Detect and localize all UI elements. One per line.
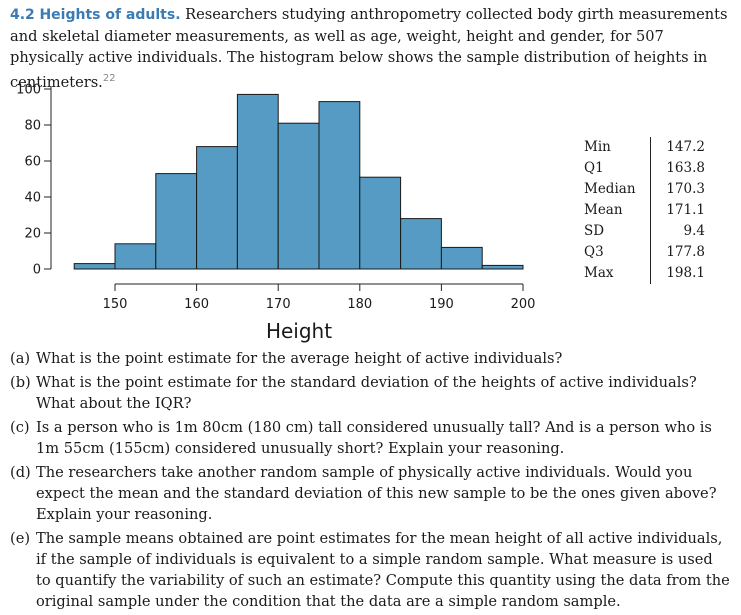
stats-row: Mean 171.1 — [578, 200, 705, 221]
x-tick-label: 200 — [511, 297, 536, 312]
part-label: (e) — [10, 530, 31, 547]
histogram-bar — [481, 264, 524, 270]
x-axis-ticks: 150 160 170 180 190 200 — [103, 284, 536, 312]
exercise-part: (d) The researchers take another random s… — [10, 462, 732, 525]
x-tick-label: 170 — [266, 297, 291, 312]
histogram-bar — [73, 263, 116, 270]
exercise-intro-text: Researchers studying anthropometry colle… — [10, 6, 728, 91]
footnote-marker: 22 — [102, 73, 116, 84]
exercise-number: 4.2 — [10, 7, 35, 23]
stat-value: 163.8 — [666, 160, 705, 176]
histogram-bar — [440, 246, 483, 270]
part-text: Is a person who is 1m 80cm (180 cm) tall… — [36, 419, 712, 457]
summary-stats-table: Min 147.2 Q1 163.8 Median 170.3 Mean 171.1 SD 9.4… — [578, 137, 705, 284]
y-axis-ticks: 0 20 40 60 80 100 — [16, 83, 51, 278]
x-axis-label: Height — [266, 319, 332, 343]
x-tick-label: 160 — [184, 297, 209, 312]
y-tick-label: 0 — [33, 263, 41, 278]
part-label: (c) — [10, 419, 30, 436]
stat-value: 198.1 — [666, 265, 705, 281]
exercise-parts: (a) What is the point estimate for the av… — [10, 348, 732, 615]
x-tick-label: 150 — [103, 297, 128, 312]
part-text: The researchers take another random samp… — [36, 464, 717, 523]
exercise-intro: 4.2 Heights of adults. Researchers study… — [10, 4, 734, 93]
x-tick-label: 190 — [429, 297, 454, 312]
exercise-part: (e) The sample means obtained are point e… — [10, 528, 732, 612]
stats-row: Max 198.1 — [578, 263, 705, 284]
stats-row: SD 9.4 — [578, 221, 705, 242]
histogram-bar — [236, 93, 279, 270]
y-tick-label: 20 — [24, 227, 41, 242]
y-tick-label: 60 — [24, 155, 41, 170]
stat-label: Mean — [578, 200, 651, 221]
exercise-part: (c) Is a person who is 1m 80cm (180 cm) t… — [10, 417, 732, 459]
part-text: What is the point estimate for the stand… — [36, 374, 697, 412]
stat-label: Max — [578, 263, 651, 284]
histogram-bar — [155, 173, 198, 270]
stats-row: Q1 163.8 — [578, 158, 705, 179]
exercise-part: (a) What is the point estimate for the av… — [10, 348, 732, 369]
histogram-bar — [400, 218, 442, 270]
part-text: The sample means obtained are point esti… — [36, 530, 730, 610]
exercise-part: (b) What is the point estimate for the st… — [10, 372, 732, 414]
stat-label: Median — [578, 179, 651, 200]
stats-row: Median 170.3 — [578, 179, 705, 200]
y-tick-label: 100 — [16, 83, 41, 98]
stat-value: 171.1 — [666, 202, 705, 218]
histogram-bar — [359, 176, 402, 270]
part-label: (d) — [10, 464, 31, 481]
stats-row: Min 147.2 — [578, 137, 705, 158]
x-tick-label: 180 — [347, 297, 372, 312]
part-label: (a) — [10, 350, 31, 367]
stat-label: Min — [578, 137, 651, 158]
stat-value: 147.2 — [666, 139, 705, 155]
stat-value: 177.8 — [666, 244, 705, 260]
histogram-bar — [114, 243, 157, 270]
part-label: (b) — [10, 374, 31, 391]
histogram-bar — [277, 122, 320, 270]
histogram-bar — [196, 146, 238, 270]
stat-label: Q3 — [578, 242, 651, 263]
histogram-bars — [73, 93, 524, 270]
y-tick-label: 40 — [24, 191, 41, 206]
stat-value: 9.4 — [683, 223, 705, 239]
part-text: What is the point estimate for the avera… — [36, 350, 563, 367]
height-histogram: 0 20 40 60 80 100 150 160 170 180 190 200 Height — [16, 83, 536, 344]
exercise-title: Heights of adults. — [39, 7, 181, 23]
stat-label: Q1 — [578, 158, 651, 179]
y-tick-label: 80 — [24, 119, 41, 134]
stats-row: Q3 177.8 — [578, 242, 705, 263]
stat-label: SD — [578, 221, 651, 242]
histogram-bar — [318, 101, 361, 270]
stat-value: 170.3 — [666, 181, 705, 197]
